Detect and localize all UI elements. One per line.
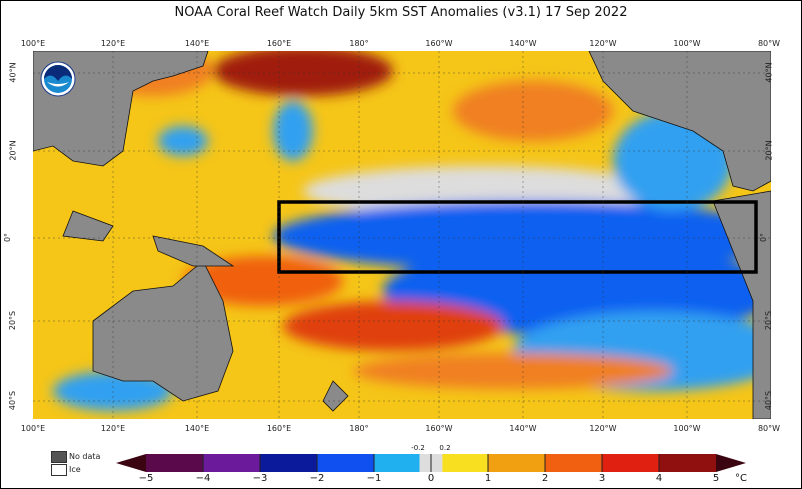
lon-label-bottom: 140°W xyxy=(509,424,537,433)
lon-label-bottom: 160°W xyxy=(425,424,453,433)
no-data-swatch xyxy=(51,451,67,463)
colorbar-tick: −1 xyxy=(366,473,382,484)
lat-label-right: 20°S xyxy=(764,310,774,331)
colorbar-tick: −2 xyxy=(309,473,325,484)
lat-label-left: 40°N xyxy=(8,62,18,83)
lon-label-top: 140°W xyxy=(509,39,537,48)
colorbar-segment xyxy=(602,454,659,472)
colorbar-arrow-high xyxy=(716,454,746,472)
lon-label-bottom: 140°E xyxy=(184,424,210,433)
lat-label-left: 20°S xyxy=(8,310,18,331)
no-data-label: No data xyxy=(69,452,101,461)
colorbar-segment xyxy=(374,454,420,472)
colorbar-segment xyxy=(442,454,488,472)
lon-label-top: 120°E xyxy=(100,39,126,48)
colorbar-segment xyxy=(260,454,317,472)
colorbar-segment xyxy=(203,454,260,472)
colorbar-tick: 2 xyxy=(541,473,549,484)
map-title: NOAA Coral Reef Watch Daily 5km SST Anom… xyxy=(174,5,628,20)
colorbar-tick-neg0.2: -0.2 xyxy=(411,444,425,452)
lon-label-bottom: 80°W xyxy=(757,424,781,433)
colorbar-segment xyxy=(488,454,545,472)
colorbar-tick: 1 xyxy=(484,473,492,484)
land-asia xyxy=(33,51,209,167)
land-new-guinea xyxy=(152,235,235,267)
land-north-america xyxy=(588,51,771,192)
colorbar-tick-0.2: 0.2 xyxy=(439,444,451,452)
lon-label-bottom: 180° xyxy=(349,424,369,433)
lon-label-top: 100°E xyxy=(20,39,46,48)
lon-label-bottom: 120°W xyxy=(589,424,617,433)
land-new-zealand xyxy=(322,380,349,412)
lat-label-left: 20°N xyxy=(8,140,18,161)
colorbar-segment xyxy=(317,454,374,472)
colorbar-tick: 0 xyxy=(427,473,435,484)
graticule xyxy=(33,51,771,419)
land-borneo xyxy=(62,210,114,242)
lon-label-bottom: 160°E xyxy=(266,424,292,433)
colorbar xyxy=(116,454,746,472)
lon-label-top: 160°W xyxy=(425,39,453,48)
colorbar-arrow-low xyxy=(116,454,146,472)
ice-label: Ice xyxy=(69,465,81,474)
lat-label-left: 40°S xyxy=(8,390,18,411)
colorbar-tick: −5 xyxy=(138,473,154,484)
lon-label-top: 100°W xyxy=(673,39,701,48)
lon-label-bottom: 100°W xyxy=(673,424,701,433)
lon-label-top: 80°W xyxy=(757,39,781,48)
colorbar-tick: 5 xyxy=(712,473,720,484)
lat-label-right: 20°N xyxy=(764,140,774,161)
lon-label-top: 160°E xyxy=(266,39,292,48)
land-australia xyxy=(92,260,234,402)
colorbar-tick: 4 xyxy=(655,473,663,484)
ice-swatch xyxy=(51,464,67,476)
lat-label-right: 0° xyxy=(759,232,769,243)
map-canvas xyxy=(33,51,771,419)
noaa-logo xyxy=(40,61,76,97)
lat-label-left: 0° xyxy=(3,232,13,243)
lon-label-top: 180° xyxy=(349,39,369,48)
lon-label-bottom: 120°E xyxy=(100,424,126,433)
colorbar-tick: −4 xyxy=(195,473,211,484)
colorbar-segment xyxy=(146,454,203,472)
colorbar-segment xyxy=(659,454,716,472)
lat-label-right: 40°S xyxy=(764,390,774,411)
colorbar-unit: °C xyxy=(735,473,747,484)
lat-label-right: 40°N xyxy=(764,62,774,83)
lon-label-bottom: 100°E xyxy=(20,424,46,433)
lon-label-top: 140°E xyxy=(184,39,210,48)
colorbar-tick: −3 xyxy=(252,473,268,484)
lon-label-top: 120°W xyxy=(589,39,617,48)
colorbar-segment xyxy=(545,454,602,472)
colorbar-tick: 3 xyxy=(598,473,606,484)
